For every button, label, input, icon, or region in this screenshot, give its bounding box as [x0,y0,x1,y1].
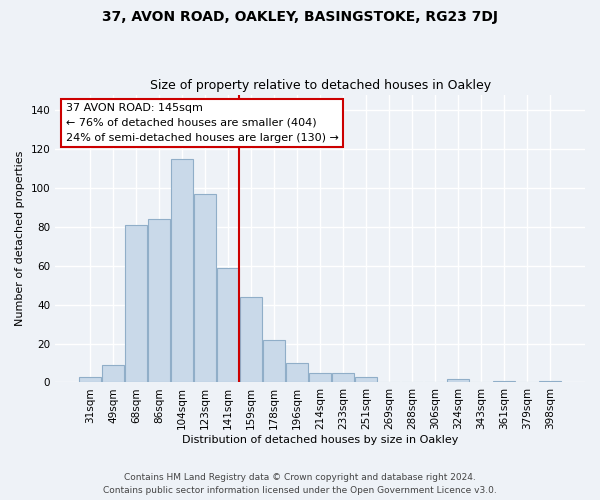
Bar [79,376,101,382]
Bar [309,372,331,382]
Bar [332,372,354,382]
Bar [217,268,239,382]
Bar [194,194,216,382]
Bar [355,376,377,382]
Text: 37, AVON ROAD, OAKLEY, BASINGSTOKE, RG23 7DJ: 37, AVON ROAD, OAKLEY, BASINGSTOKE, RG23… [102,10,498,24]
Title: Size of property relative to detached houses in Oakley: Size of property relative to detached ho… [149,79,491,92]
Bar [493,380,515,382]
Text: Contains HM Land Registry data © Crown copyright and database right 2024.
Contai: Contains HM Land Registry data © Crown c… [103,474,497,495]
Bar [286,363,308,382]
Bar [539,380,561,382]
Bar [102,365,124,382]
Bar [148,219,170,382]
Bar [263,340,285,382]
Bar [125,225,147,382]
Text: 37 AVON ROAD: 145sqm
← 76% of detached houses are smaller (404)
24% of semi-deta: 37 AVON ROAD: 145sqm ← 76% of detached h… [66,103,338,143]
X-axis label: Distribution of detached houses by size in Oakley: Distribution of detached houses by size … [182,435,458,445]
Bar [447,378,469,382]
Y-axis label: Number of detached properties: Number of detached properties [15,151,25,326]
Bar [171,159,193,382]
Bar [240,297,262,382]
